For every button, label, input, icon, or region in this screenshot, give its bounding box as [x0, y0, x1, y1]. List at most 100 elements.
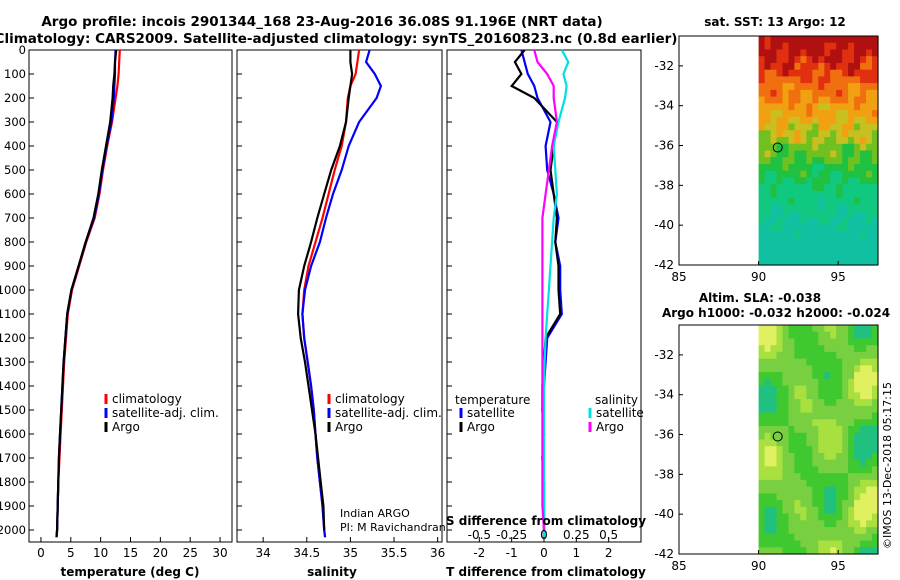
heatmap-cell: [854, 446, 861, 454]
heatmap-cell: [800, 473, 807, 481]
heatmap-cell: [812, 378, 819, 387]
heatmap-cell: [806, 157, 813, 165]
heatmap-cell: [800, 224, 807, 232]
heatmap-cell: [848, 533, 855, 542]
heatmap-cell: [854, 513, 861, 521]
heatmap-cell: [848, 190, 855, 199]
heatmap-cell: [872, 217, 879, 226]
heatmap-cell: [872, 123, 879, 131]
heatmap-cell: [800, 56, 807, 64]
heatmap-cell: [794, 385, 801, 393]
heatmap-cell: [806, 56, 813, 64]
heatmap-cell: [776, 527, 784, 535]
heatmap-cell: [782, 197, 790, 205]
heatmap-cell: [758, 527, 766, 535]
heatmap-cell: [758, 110, 766, 118]
heatmap-cell: [770, 331, 778, 339]
heatmap-cell: [854, 453, 861, 461]
heatmap-cell: [812, 527, 819, 535]
heatmap-cell: [824, 385, 831, 393]
heatmap-cell: [860, 466, 867, 474]
heatmap-cell: [854, 540, 861, 548]
heatmap-cell: [872, 89, 879, 98]
heatmap-cell: [800, 345, 807, 353]
heatmap-cell: [770, 116, 778, 125]
heatmap-cell: [812, 486, 819, 494]
heatmap-cell: [788, 351, 796, 360]
heatmap-cell: [812, 351, 819, 360]
heatmap-cell: [764, 69, 772, 77]
heatmap-cell: [854, 412, 861, 420]
heatmap-cell: [764, 96, 772, 104]
heatmap-cell: [794, 479, 801, 488]
heatmap-cell: [806, 540, 813, 548]
heatmap-cell: [836, 459, 843, 467]
heatmap-cell: [806, 399, 813, 407]
map-y-tick-label: -34: [654, 388, 674, 402]
heatmap-cell: [872, 110, 879, 118]
heatmap-cell: [788, 184, 796, 192]
map-x-tick-label: 85: [671, 270, 686, 284]
heatmap-cell: [842, 103, 849, 111]
heatmap-cell: [800, 405, 807, 414]
heatmap-cell: [758, 351, 766, 360]
heatmap-cell: [872, 453, 879, 461]
heatmap-cell: [866, 351, 873, 360]
heatmap-cell: [860, 432, 867, 441]
heatmap-cell: [866, 432, 873, 441]
heatmap-cell: [800, 110, 807, 118]
heatmap-cell: [788, 76, 796, 84]
heatmap-cell: [866, 143, 873, 152]
x-tick-label: 20: [153, 546, 168, 560]
heatmap-cell: [788, 473, 796, 481]
heatmap-cell: [776, 479, 784, 488]
heatmap-cell: [776, 419, 784, 427]
heatmap-cell: [818, 258, 825, 266]
heatmap-cell: [776, 69, 784, 77]
heatmap-cell: [812, 392, 819, 400]
heatmap-cell: [800, 392, 807, 400]
heatmap-cell: [770, 466, 778, 474]
heatmap-cell: [764, 513, 772, 521]
heatmap-cell: [770, 365, 778, 373]
heatmap-cell: [764, 479, 772, 488]
heatmap-cell: [842, 69, 849, 77]
heatmap-cell: [800, 69, 807, 77]
argo-position-marker: [772, 142, 783, 153]
map-y-tick-label: -40: [654, 507, 674, 521]
heatmap-cell: [824, 540, 831, 548]
heatmap-cell: [794, 466, 801, 474]
heatmap-cell: [812, 244, 819, 253]
heatmap-cell: [782, 244, 790, 253]
heatmap-cell: [830, 56, 837, 64]
heatmap-cell: [830, 479, 837, 488]
p3-xlabel-top: S difference from climatology: [446, 514, 646, 528]
heatmap-cell: [818, 473, 825, 481]
heatmap-cell: [806, 258, 813, 266]
heatmap-cell: [800, 251, 807, 259]
heatmap-cell: [806, 392, 813, 400]
heatmap-cell: [788, 62, 796, 71]
heatmap-cell: [830, 540, 837, 548]
heatmap-cell: [824, 110, 831, 118]
heatmap-cell: [782, 506, 790, 515]
imos-stamp: ©IMOS 13-Dec-2018 05:17:15: [881, 382, 894, 549]
heatmap-cell: [770, 453, 778, 461]
heatmap-cell: [818, 399, 825, 407]
heatmap-cell: [806, 372, 813, 380]
heatmap-cell: [854, 405, 861, 414]
heatmap-cell: [854, 426, 861, 434]
heatmap-cell: [866, 251, 873, 259]
heatmap-cell: [812, 372, 819, 380]
heatmap-cell: [836, 479, 843, 488]
legend-label: Argo: [112, 420, 140, 434]
heatmap-cell: [848, 392, 855, 400]
heatmap-cell: [866, 547, 873, 555]
heatmap-cell: [872, 338, 879, 346]
heatmap-cell: [782, 500, 790, 508]
heatmap-cell: [782, 459, 790, 467]
heatmap-cell: [758, 419, 766, 427]
heatmap-cell: [860, 459, 867, 467]
heatmap-cell: [782, 123, 790, 131]
heatmap-cell: [794, 345, 801, 353]
